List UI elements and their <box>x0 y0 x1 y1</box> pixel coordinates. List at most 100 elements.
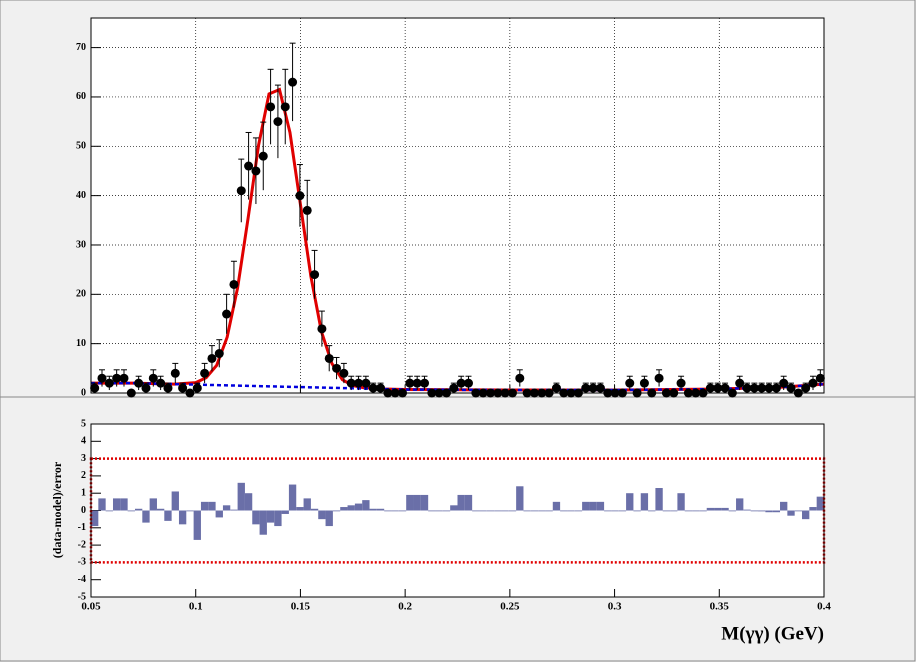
data-point <box>192 383 202 393</box>
residual-bar <box>538 510 546 512</box>
residual-bar <box>244 493 253 511</box>
residual-bar <box>120 498 128 511</box>
data-point <box>302 205 312 215</box>
data-point <box>104 378 114 388</box>
residual-bar <box>457 494 465 511</box>
data-point <box>420 378 430 388</box>
residual-bar <box>186 510 194 512</box>
y-tick-label: 0 <box>81 505 86 516</box>
residual-bar <box>530 510 539 512</box>
residual-bar <box>604 510 612 512</box>
x-tick-label: 0.15 <box>291 601 311 613</box>
residual-bar <box>288 484 297 511</box>
residual-bar <box>142 510 150 523</box>
residual-bar <box>552 501 561 511</box>
data-point <box>625 378 635 388</box>
y-tick-label: 60 <box>76 91 86 102</box>
residual-bar <box>626 493 634 511</box>
data-point <box>251 166 261 176</box>
residual-bar <box>787 510 795 516</box>
residual-bar <box>237 482 245 511</box>
x-tick-label: 0.3 <box>608 601 622 613</box>
data-point <box>361 378 371 388</box>
data-point <box>236 186 246 196</box>
data-point <box>112 373 122 383</box>
data-point <box>244 161 254 171</box>
data-point <box>229 279 239 289</box>
residual-bar <box>171 491 179 511</box>
residual-bar <box>699 510 707 512</box>
data-point <box>764 383 774 393</box>
y-tick-label: 50 <box>76 141 86 152</box>
data-point <box>551 383 561 393</box>
residual-bar <box>347 505 355 511</box>
fit-line <box>91 381 825 392</box>
residual-bar <box>325 510 333 527</box>
residual-bar <box>362 500 370 511</box>
residual-bar <box>178 510 187 525</box>
residual-bar <box>332 510 341 512</box>
data-point <box>456 378 466 388</box>
data-point <box>97 373 107 383</box>
data-point <box>156 378 166 388</box>
residual-bar <box>156 508 165 511</box>
data-point <box>295 191 305 201</box>
residual-bar <box>369 508 377 511</box>
data-point <box>324 353 334 363</box>
residual-bar <box>354 503 363 511</box>
residual-bar <box>164 510 172 521</box>
residual-bar <box>274 510 282 527</box>
residual-bar <box>809 507 817 511</box>
data-point <box>317 324 327 334</box>
residual-bar <box>640 493 649 511</box>
y-tick-label: 40 <box>76 190 86 201</box>
y-axis-title: (data-model)/error <box>50 461 64 558</box>
residual-bar <box>420 494 429 511</box>
residual-bar <box>303 498 311 511</box>
data-point <box>713 383 723 393</box>
x-tick-label: 0.35 <box>710 601 730 613</box>
data-point <box>119 373 129 383</box>
residual-bar <box>296 507 304 511</box>
y-tick-label: 3 <box>81 453 86 464</box>
residual-bar <box>582 501 590 511</box>
data-point <box>200 368 210 378</box>
y-tick-label: 1 <box>81 487 86 498</box>
x-tick-label: 0.4 <box>817 601 831 613</box>
residual-bar <box>611 510 619 512</box>
residual-bar <box>486 510 495 512</box>
data-point <box>735 378 745 388</box>
residual-bar <box>149 498 157 511</box>
data-point <box>588 383 598 393</box>
data-point <box>639 378 649 388</box>
residual-bar <box>376 508 385 511</box>
data-point <box>376 383 386 393</box>
residual-bar <box>413 494 421 511</box>
data-point <box>757 383 767 393</box>
data-point <box>368 383 378 393</box>
residual-bar <box>435 510 443 512</box>
residual-bar <box>648 510 656 512</box>
data-point <box>288 77 298 87</box>
residual-bar <box>758 510 766 512</box>
data-point <box>771 383 781 393</box>
data-point <box>676 378 686 388</box>
residual-bar <box>384 510 392 512</box>
residual-bar <box>281 510 289 514</box>
residual-bar <box>340 507 348 511</box>
data-point <box>134 378 144 388</box>
residual-bar <box>222 505 231 511</box>
x-tick-label: 0.1 <box>189 601 203 613</box>
residual-bar <box>816 496 824 511</box>
residual-bar <box>545 510 553 512</box>
residual-bar <box>802 510 810 520</box>
data-point <box>354 378 364 388</box>
data-point <box>515 373 525 383</box>
residual-bar <box>743 509 751 511</box>
y-tick-label: 5 <box>81 418 86 429</box>
data-point <box>720 383 730 393</box>
y-tick-label: -2 <box>78 539 86 550</box>
residual-bar <box>684 510 693 512</box>
residual-bar <box>567 510 575 512</box>
residual-bar <box>266 510 275 523</box>
